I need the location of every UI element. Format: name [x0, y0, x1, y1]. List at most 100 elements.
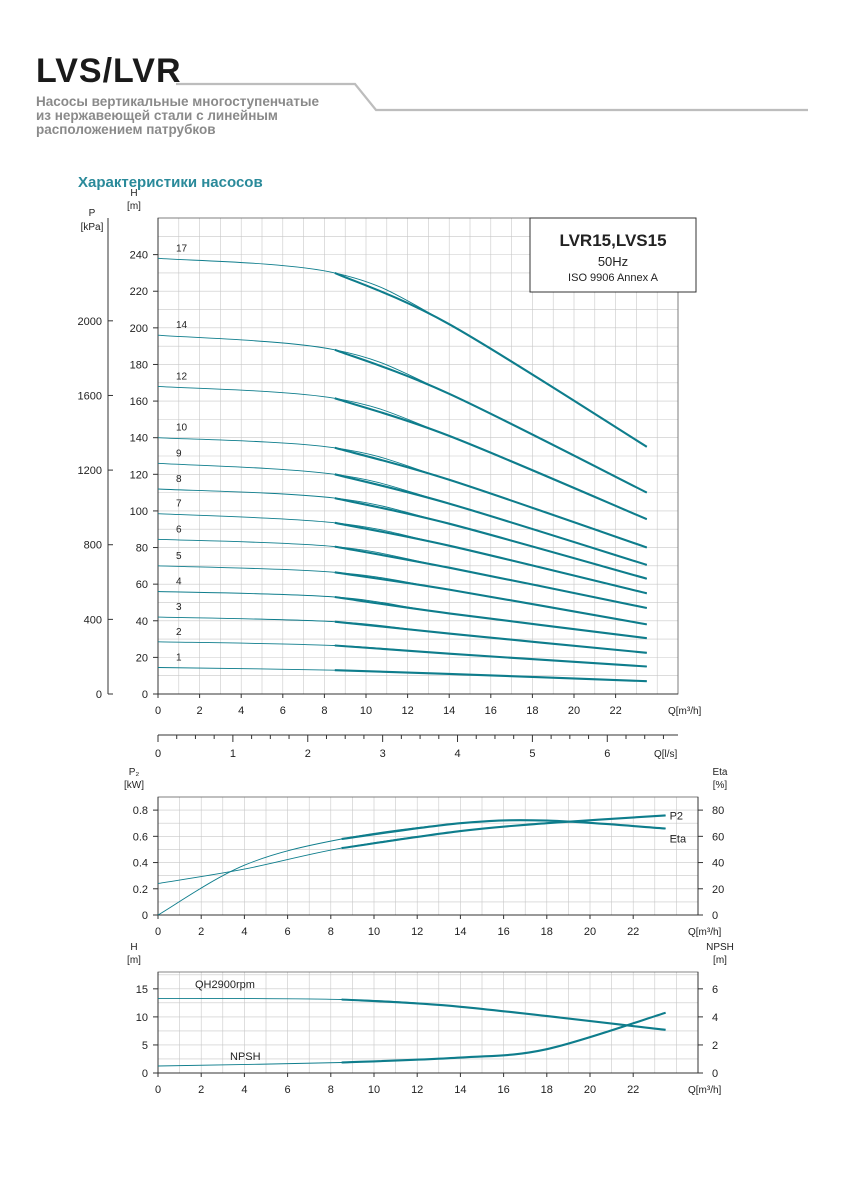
curve-label-14: 14	[176, 320, 188, 331]
y-tick-label: 200	[130, 323, 148, 335]
y-tick-label: 40	[136, 616, 148, 628]
x-axis-label: Q[m³/h]	[668, 706, 702, 717]
y-axis-unit: [kW]	[124, 780, 144, 791]
y-axis-unit: [m]	[127, 955, 141, 966]
subtitle-line: из нержавеющей стали с линейным	[36, 108, 278, 123]
x-axis: 0 2 4 6 8 10 12 14 16 18 20 22 Q[m³/h]	[155, 1072, 722, 1096]
x-tick-label: 16	[497, 926, 509, 938]
kpa-axis-unit: [kPa]	[81, 222, 104, 233]
y-tick-label: 0	[142, 1068, 148, 1080]
y-tick-label: 100	[130, 506, 148, 518]
series-line-bold-17	[334, 271, 648, 448]
y-tick-label: 20	[136, 652, 148, 664]
curve-label-2: 2	[176, 627, 182, 638]
y-tick-label: 220	[130, 286, 148, 298]
plot-frame	[157, 796, 699, 916]
series-line-bold-12	[334, 397, 648, 521]
x-tick-label: 14	[454, 926, 466, 938]
kpa-tick-label: 400	[84, 614, 102, 626]
x-tick-label: 12	[411, 926, 423, 938]
series-line-bold-1	[334, 669, 647, 683]
brand-title: LVS/LVR	[36, 52, 182, 90]
legend-standard: ISO 9906 Annex A	[568, 272, 659, 284]
y2-axis: 0 20 40 60 80 Eta [%]	[697, 767, 728, 922]
x-tick-label: 6	[280, 705, 286, 717]
series-line-bold-10	[334, 446, 648, 549]
x-tick-label: 16	[497, 1084, 509, 1096]
kpa-tick-label: 0	[96, 689, 102, 701]
x-tick-label: 20	[584, 926, 596, 938]
series-line-3	[157, 616, 647, 654]
y-tick-label: 0	[142, 689, 148, 701]
x-tick-label: 8	[328, 1084, 334, 1096]
x-tick-label: 4	[241, 1084, 247, 1096]
series-line-Eta	[157, 819, 666, 916]
npsh-chart: 0 2 4 6 8 10 12 14 16 18 20 22 Q[m³/h] 0 5 10 15 H [m] 0 2 4 6…	[127, 942, 734, 1096]
x-tick-label: 20	[568, 705, 580, 717]
curve-label-3: 3	[176, 602, 182, 613]
y-tick-label: 180	[130, 359, 148, 371]
series-line-bold-NPSH	[341, 1011, 666, 1064]
y-axis-label: H	[130, 942, 137, 953]
y2-tick-label: 80	[712, 805, 724, 817]
subtitle: Насосы вертикальные многоступенчатые из …	[36, 95, 319, 137]
series-group	[157, 257, 648, 683]
x-tick-label: 14	[443, 705, 455, 717]
legend-title: LVR15,LVS15	[559, 231, 666, 250]
ls-tick-label: 4	[454, 748, 460, 760]
y2-axis-unit: [m]	[713, 955, 727, 966]
series-line-bold-4	[334, 595, 647, 640]
series-line-bold-8	[334, 497, 648, 580]
y-tick-label: 5	[142, 1040, 148, 1052]
y-tick-label: 140	[130, 433, 148, 445]
x-axis: 0 2 4 6 8 10 12 14 16 18 20 22 Q[m³/h]	[155, 693, 702, 717]
x-tick-label: 0	[155, 705, 161, 717]
kpa-axis: 0 400 800 1200 1600 2000 P [kPa]	[78, 208, 113, 701]
x-tick-label: 18	[541, 926, 553, 938]
x-tick-label: 8	[328, 926, 334, 938]
series-line-9	[157, 462, 647, 566]
y2-axis-label: NPSH	[706, 942, 734, 953]
y2-tick-label: 0	[712, 1068, 718, 1080]
subtitle-line: Насосы вертикальные многоступенчатые	[36, 94, 319, 109]
y2-tick-label: 60	[712, 831, 724, 843]
y-tick-label: 0.4	[133, 858, 148, 870]
y-axis: 0 5 10 15 H [m]	[127, 942, 159, 1080]
y2-axis-unit: [%]	[713, 780, 728, 791]
series-line-bold-QH2900rpm	[341, 998, 666, 1031]
y2-axis-label: Eta	[712, 767, 727, 778]
series-line-bold-3	[334, 620, 647, 654]
series-line-bold-7	[334, 521, 648, 595]
x-axis-label: Q[m³/h]	[688, 927, 722, 938]
y-tick-label: 10	[136, 1012, 148, 1024]
y-tick-label: 0	[142, 910, 148, 922]
x-tick-label: 22	[627, 1084, 639, 1096]
curve-label-8: 8	[176, 474, 182, 485]
x-tick-label: 14	[454, 1084, 466, 1096]
ls-tick-label: 1	[230, 748, 236, 760]
series-group	[157, 997, 666, 1067]
x-tick-label: 12	[401, 705, 413, 717]
curve-label-5: 5	[176, 551, 182, 562]
ls-tick-label: 5	[529, 748, 535, 760]
legend-box: LVR15,LVS15 50Hz ISO 9906 Annex A	[529, 217, 697, 293]
power-eff-chart: 0 2 4 6 8 10 12 14 16 18 20 22 Q[m³/h] 0 0.2 0.4 0.6 0.8 P…	[124, 767, 728, 938]
series-line-8	[157, 488, 647, 580]
y-tick-label: 0.6	[133, 831, 148, 843]
series-group	[157, 814, 666, 916]
kpa-tick-label: 1200	[78, 465, 102, 477]
x-tick-label: 18	[541, 1084, 553, 1096]
ls-tick-label: 6	[604, 748, 610, 760]
ls-tick-label: 3	[380, 748, 386, 760]
x-tick-label: 10	[368, 1084, 380, 1096]
kpa-tick-label: 1600	[78, 390, 102, 402]
x-tick-label: 8	[321, 705, 327, 717]
x-tick-label: 4	[238, 705, 244, 717]
series-line-bold-Eta	[341, 819, 666, 841]
curve-label-12: 12	[176, 371, 188, 382]
curve-label-17: 17	[176, 243, 188, 254]
x-axis: 0 2 4 6 8 10 12 14 16 18 20 22 Q[m³/h]	[155, 914, 722, 938]
ls-axis-label: Q[l/s]	[654, 749, 678, 760]
head-chart: 0 2 4 6 8 10 12 14 16 18 20 22 Q[m³/h]02040608010012…	[78, 188, 702, 760]
